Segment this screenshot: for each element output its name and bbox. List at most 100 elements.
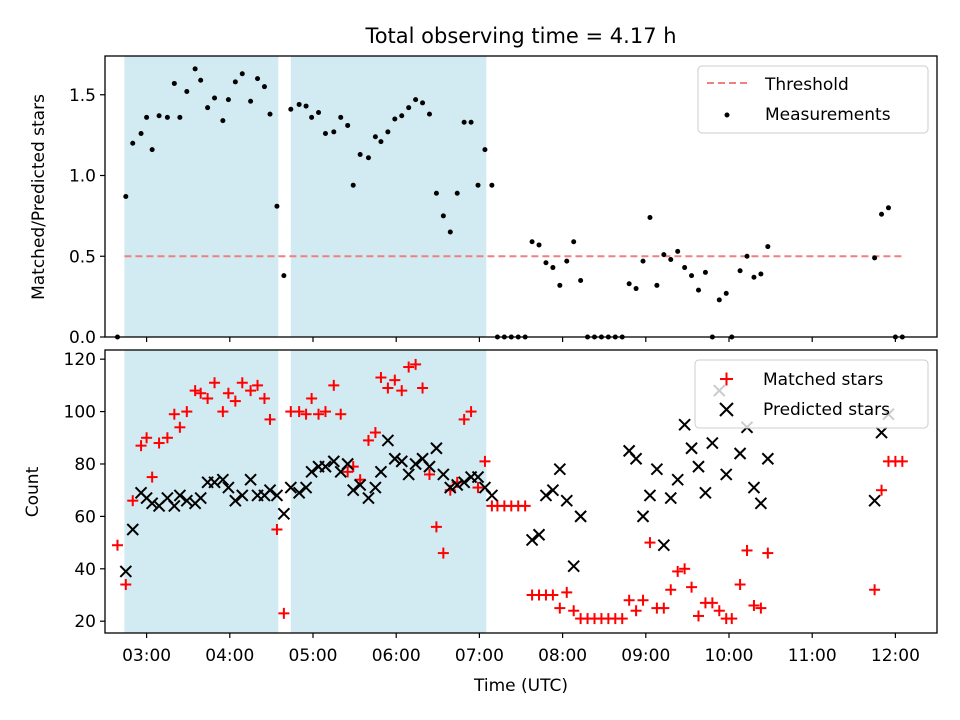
- matched-star-point: [665, 584, 677, 596]
- measurement-point: [695, 287, 701, 293]
- predicted-stars-points: [119, 384, 895, 578]
- matched-star-point: [202, 392, 214, 404]
- predicted-star-point: [685, 442, 698, 455]
- measurement-point: [144, 114, 150, 120]
- bottom-legend: Matched stars Predicted stars: [694, 359, 929, 429]
- predicted-star-point: [402, 468, 415, 481]
- matched-star-point: [547, 589, 559, 601]
- matched-star-point: [278, 607, 290, 619]
- matched-star-point: [195, 387, 207, 399]
- measurement-point: [420, 100, 426, 106]
- matched-star-point: [616, 613, 628, 625]
- measurement-point: [702, 269, 708, 275]
- predicted-star-point: [277, 507, 291, 520]
- measurement-point: [274, 203, 280, 209]
- measurement-point: [192, 66, 198, 72]
- matched-star-point: [146, 471, 158, 483]
- matched-star-point: [519, 500, 531, 512]
- matched-star-point: [252, 379, 264, 391]
- matched-star-point: [762, 547, 774, 559]
- measurement-point: [220, 118, 226, 124]
- measurement-point: [489, 182, 495, 188]
- matched-star-point: [328, 379, 340, 391]
- measurement-point: [261, 84, 267, 90]
- measurement-point: [765, 244, 771, 250]
- measurement-point: [372, 134, 378, 140]
- bottom-x-tick-label: 06:00: [372, 646, 421, 666]
- predicted-star-point: [119, 565, 133, 578]
- measurement-point: [123, 194, 129, 199]
- predicted-star-point: [733, 447, 747, 460]
- measurement-point: [177, 114, 183, 120]
- bottom-y-axis: 20 40 60 80 100 120: [64, 350, 105, 632]
- predicted-star-point: [546, 483, 560, 497]
- predicted-star-point: [457, 476, 471, 489]
- matched-star-point: [313, 408, 325, 420]
- measurement-point: [737, 268, 743, 274]
- measurement-point: [156, 113, 162, 119]
- measurement-point: [338, 114, 344, 120]
- legend-measurements-label: Measurements: [765, 105, 891, 125]
- matched-star-point: [120, 579, 132, 591]
- bottom-x-tick-label: 08:00: [538, 646, 587, 666]
- predicted-star-point: [299, 481, 313, 494]
- measurement-point: [406, 105, 412, 111]
- matched-star-point: [430, 521, 442, 533]
- matched-star-point: [161, 432, 173, 444]
- top-y-axis: 0.0 0.5 1.0 1.5: [69, 86, 105, 348]
- matched-star-point: [135, 440, 147, 452]
- predicted-star-point: [263, 483, 277, 497]
- measurement-point: [357, 152, 363, 158]
- measurement-point: [281, 273, 287, 279]
- predicted-star-point: [353, 478, 367, 492]
- measurement-point: [654, 282, 660, 288]
- measurement-point: [550, 265, 556, 271]
- matched-star-point: [153, 437, 165, 449]
- measurement-point: [647, 214, 653, 220]
- measurement-point: [212, 95, 218, 101]
- predicted-star-point: [650, 463, 664, 476]
- measurement-point: [184, 89, 190, 95]
- predicted-star-point: [761, 452, 775, 465]
- legend-measurements-swatch: [724, 112, 730, 118]
- matched-star-point: [726, 613, 738, 625]
- measurement-point: [309, 114, 315, 120]
- predicted-star-point: [208, 476, 221, 489]
- matched-star-point: [335, 408, 347, 420]
- measurement-point: [557, 282, 563, 288]
- predicted-star-point: [126, 523, 139, 536]
- matched-star-point: [748, 599, 760, 611]
- measurement-point: [322, 131, 328, 137]
- matched-star-point: [410, 358, 422, 370]
- matched-star-point: [755, 602, 767, 614]
- matched-star-point: [396, 385, 408, 397]
- legend-matched-swatch: [720, 372, 733, 386]
- measurement-point: [872, 255, 878, 261]
- matched-star-point: [623, 594, 635, 606]
- top-y-tick-label: 1.0: [69, 167, 96, 187]
- bottom-y-tick-label: 100: [64, 403, 96, 423]
- matched-star-point: [319, 406, 331, 418]
- matched-star-point: [686, 581, 698, 593]
- measurement-point: [316, 110, 322, 116]
- measurement-point: [350, 182, 356, 188]
- predicted-star-point: [216, 473, 230, 486]
- matched-star-point: [630, 605, 642, 617]
- measurement-point: [198, 77, 204, 83]
- predicted-star-point: [327, 455, 341, 468]
- predicted-star-point: [145, 497, 159, 510]
- measurement-point: [529, 239, 535, 245]
- predicted-star-point: [747, 481, 761, 494]
- measurement-point: [239, 71, 245, 77]
- bottom-plot-frame: [104, 349, 938, 634]
- legend-matched-label: Matched stars: [763, 370, 883, 390]
- matched-star-point: [362, 434, 374, 446]
- matched-star-point: [713, 605, 725, 617]
- matched-star-point: [561, 586, 573, 598]
- predicted-star-point: [629, 452, 643, 465]
- measurement-point: [482, 147, 488, 153]
- predicted-star-point: [430, 442, 443, 455]
- matched-star-point: [692, 610, 704, 622]
- predicted-star-point: [168, 499, 181, 513]
- bottom-plot: 20 40 60 80 100 120 03:00 04:00 05:00 06:00 07:00…: [23, 349, 938, 696]
